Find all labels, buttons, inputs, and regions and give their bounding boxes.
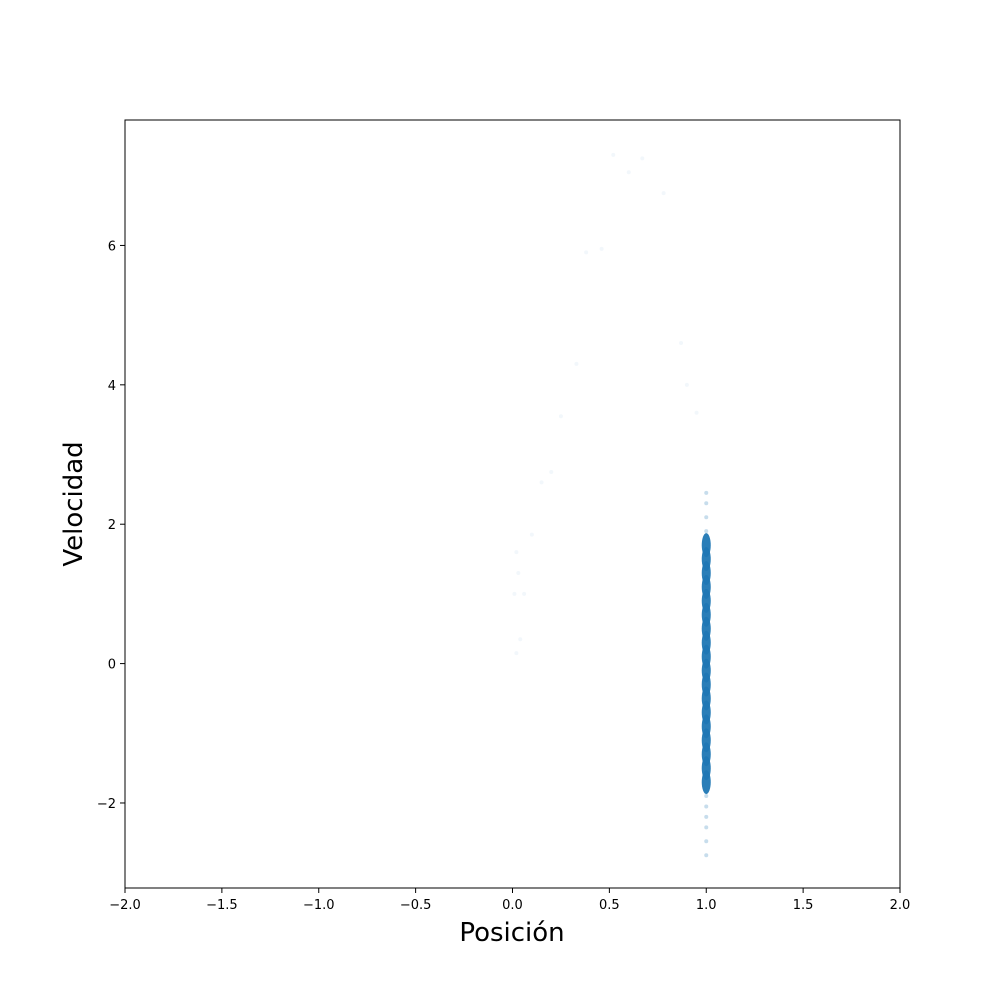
data-point <box>704 853 709 858</box>
y-tick-label: 0 <box>108 658 116 673</box>
x-tick-label: 0.5 <box>599 898 620 913</box>
x-axis-label: Posición <box>459 918 564 948</box>
data-point <box>574 361 579 366</box>
x-axis-ticks: −2.0 −1.5 −1.0 −0.5 0.0 0.5 1.0 1.5 2.0 <box>109 888 910 913</box>
data-point <box>522 591 527 596</box>
data-point <box>704 515 709 520</box>
data-point <box>679 341 684 346</box>
data-point <box>704 794 709 799</box>
data-point <box>599 246 604 251</box>
x-tick-label: −1.5 <box>206 898 238 913</box>
data-point <box>539 480 544 485</box>
data-point <box>516 570 521 575</box>
x-tick-label: −1.0 <box>303 898 335 913</box>
data-point <box>704 490 709 495</box>
data-point <box>640 156 645 161</box>
x-tick-label: 0.0 <box>502 898 523 913</box>
data-point <box>514 550 519 555</box>
y-tick-label: 4 <box>108 379 116 394</box>
data-point <box>684 382 689 387</box>
data-point <box>704 825 709 830</box>
data-point <box>584 250 589 255</box>
data-point <box>704 814 709 819</box>
data-point <box>512 591 517 596</box>
data-point <box>611 152 616 157</box>
plot-frame <box>124 119 901 889</box>
y-tick-label: −2 <box>97 797 116 812</box>
data-point <box>626 170 631 175</box>
y-tick-label: 2 <box>108 518 116 533</box>
data-point <box>704 839 709 844</box>
y-tick-label: 6 <box>108 239 116 254</box>
y-axis-label: Velocidad <box>59 441 89 566</box>
data-point <box>529 532 534 537</box>
x-tick-label: −0.5 <box>400 898 432 913</box>
data-point <box>701 533 711 558</box>
data-point <box>694 410 699 415</box>
data-point <box>661 191 666 196</box>
x-tick-label: 1.5 <box>793 898 814 913</box>
data-point <box>549 469 554 474</box>
points-layer <box>512 152 711 858</box>
data-point <box>558 414 563 419</box>
data-point <box>704 529 709 534</box>
x-tick-label: 1.0 <box>696 898 717 913</box>
data-point <box>704 804 709 809</box>
y-axis-ticks: −2 0 2 4 6 <box>97 239 125 812</box>
data-point <box>514 651 519 656</box>
data-point <box>704 501 709 506</box>
data-point <box>518 637 523 642</box>
x-tick-label: −2.0 <box>109 898 141 913</box>
x-tick-label: 2.0 <box>890 898 911 913</box>
